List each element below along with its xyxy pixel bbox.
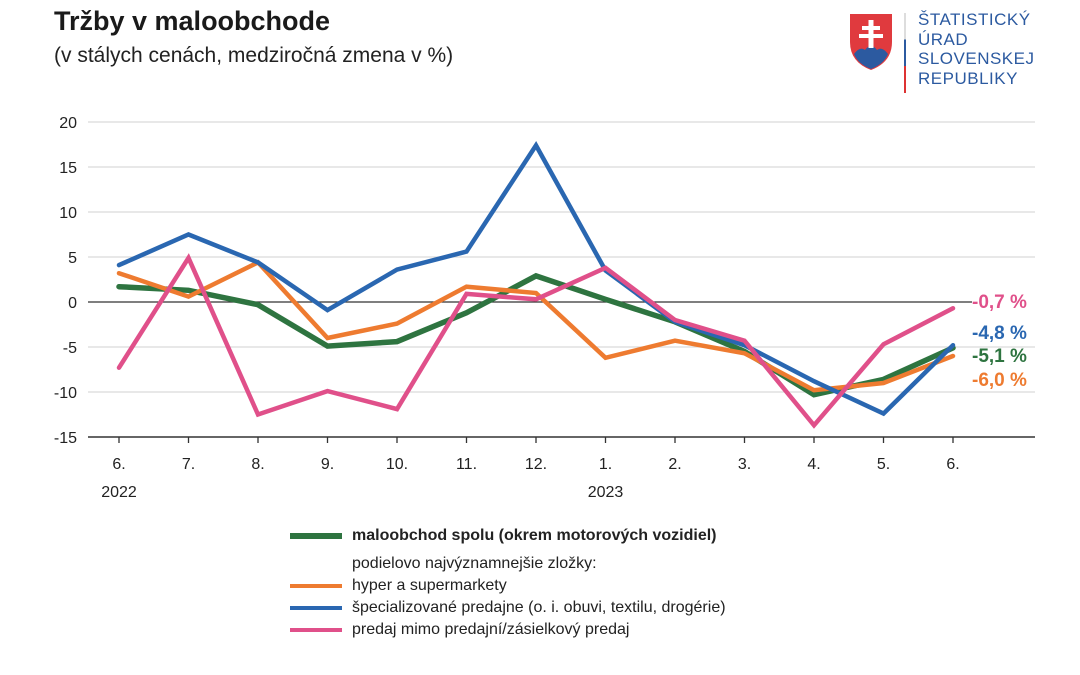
legend-item: špecializované predajne (o. i. obuvi, te… (290, 597, 726, 619)
x-tick-label: 3. (738, 456, 751, 473)
y-tick-label: 5 (68, 250, 77, 267)
y-tick-label: 20 (59, 115, 77, 132)
x-tick-label: 12. (525, 456, 547, 473)
y-tick-label: -10 (54, 385, 77, 402)
end-value-label: -0,7 % (972, 292, 1027, 313)
legend: maloobchod spolu (okrem motorových vozid… (290, 525, 726, 641)
x-tick-label: 5. (877, 456, 890, 473)
legend-swatch (290, 628, 342, 632)
series-line-3 (116, 253, 956, 429)
x-tick-label: 6. (112, 456, 125, 473)
year-label: 2022 (101, 484, 137, 501)
end-value-label: -6,0 % (972, 370, 1027, 391)
statistical-office-logo: ŠTATISTICKÝ ÚRAD SLOVENSKEJ REPUBLIKY (848, 10, 1058, 95)
year-label: 2023 (588, 484, 624, 501)
legend-label: maloobchod spolu (okrem motorových vozid… (352, 527, 717, 544)
legend-swatch (290, 606, 342, 610)
chart-subtitle: (v stálych cenách, medziročná zmena v %) (54, 44, 454, 67)
logo-line: ŠTATISTICKÝ (918, 10, 1031, 29)
y-tick-label: -5 (63, 340, 77, 357)
chart-title: Tržby v maloobchode (54, 6, 331, 36)
series-line-0 (116, 272, 956, 398)
y-tick-label: 0 (68, 295, 77, 312)
legend-item: hyper a supermarkety (290, 575, 726, 597)
x-tick-label: 11. (456, 456, 477, 473)
logo-line: ÚRAD (918, 29, 969, 49)
y-tick-label: 15 (59, 160, 77, 177)
legend-label: predaj mimo predajní/zásielkový predaj (352, 621, 630, 638)
x-tick-label: 9. (321, 456, 334, 473)
x-tick-label: 1. (599, 456, 612, 473)
x-tick-label: 2. (668, 456, 681, 473)
y-tick-label: -15 (54, 430, 77, 447)
series-line-1 (116, 259, 956, 393)
x-tick-label: 7. (182, 456, 195, 473)
coat-of-arms-icon (850, 14, 892, 70)
logo-divider (904, 13, 906, 93)
legend-label: hyper a supermarkety (352, 577, 507, 594)
series-line-2 (116, 141, 956, 417)
x-tick-label: 6. (946, 456, 959, 473)
line-chart: 20 15 10 5 0 -5 -10 -15 6. 7. 8. 9. 10. 11. 12. 1. 2. 3. 4… (54, 115, 1035, 501)
end-value-label: -5,1 % (972, 346, 1027, 367)
legend-item: predaj mimo predajní/zásielkový predaj (290, 619, 726, 641)
legend-label: špecializované predajne (o. i. obuvi, te… (352, 599, 726, 616)
logo-line: REPUBLIKY (918, 68, 1018, 88)
x-tick-label: 10. (386, 456, 408, 473)
x-tick-label: 8. (251, 456, 264, 473)
logo-line: SLOVENSKEJ (918, 49, 1035, 68)
legend-item: maloobchod spolu (okrem motorových vozid… (290, 525, 726, 547)
legend-subheading: podielovo najvýznamnejšie zložky: (352, 555, 597, 572)
legend-swatch (290, 533, 342, 539)
legend-swatch (290, 584, 342, 588)
x-tick-label: 4. (807, 456, 820, 473)
end-value-label: -4,8 % (972, 323, 1027, 344)
y-tick-label: 10 (59, 205, 77, 222)
